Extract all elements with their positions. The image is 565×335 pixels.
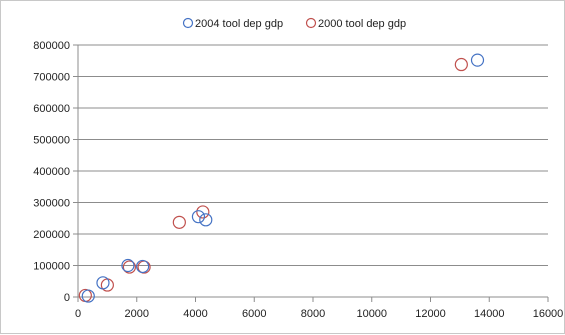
x-tick-label: 12000	[415, 308, 446, 320]
y-tick-label: 700000	[33, 72, 70, 84]
data-point-2004	[136, 259, 150, 274]
x-tick-label: 14000	[474, 308, 505, 320]
legend-label: 2004 tool dep gdp	[195, 18, 283, 30]
x-tick-label: 4000	[183, 308, 207, 320]
x-tick-label: 16000	[533, 308, 564, 320]
legend-label: 2000 tool dep gdp	[318, 18, 406, 30]
x-tick-labels: 0 2000 4000 6000 8000 10000 12000 14000 16000	[75, 308, 563, 320]
y-tick-label: 100000	[33, 261, 70, 273]
x-tick-label: 10000	[356, 308, 387, 320]
data-point-2000	[196, 205, 210, 219]
x-tick-label: 0	[75, 308, 81, 320]
data-point-2004	[470, 53, 485, 67]
y-tick-label: 500000	[33, 135, 70, 147]
x-tick-label: 8000	[301, 308, 325, 320]
data-point-2004	[199, 213, 213, 227]
y-tick-label: 200000	[33, 229, 70, 241]
x-tick-label: 6000	[242, 308, 266, 320]
legend-marker	[305, 17, 317, 29]
y-tick-label: 400000	[33, 166, 70, 178]
data-points	[78, 53, 485, 303]
grid-lines	[78, 44, 548, 266]
data-point-2000	[122, 260, 137, 274]
data-point-2000	[172, 215, 186, 229]
y-tick-label: 300000	[33, 198, 70, 210]
y-tick-label: 800000	[33, 40, 70, 52]
data-point-2004	[81, 289, 95, 303]
data-point-2000	[454, 57, 468, 72]
y-tick-label: 0	[64, 292, 70, 304]
data-point-2004	[96, 276, 110, 290]
data-point-2004	[121, 258, 135, 273]
data-point-2004	[191, 210, 206, 224]
y-tick-label: 600000	[33, 103, 70, 115]
legend: 2004 tool dep gdp 2000 tool dep gdp	[182, 17, 406, 30]
legend-marker	[182, 17, 194, 29]
x-tick-label: 2000	[125, 308, 149, 320]
y-tick-labels: 0 100000 200000 300000 400000 500000 600000 700…	[33, 40, 70, 304]
axes	[73, 44, 549, 302]
